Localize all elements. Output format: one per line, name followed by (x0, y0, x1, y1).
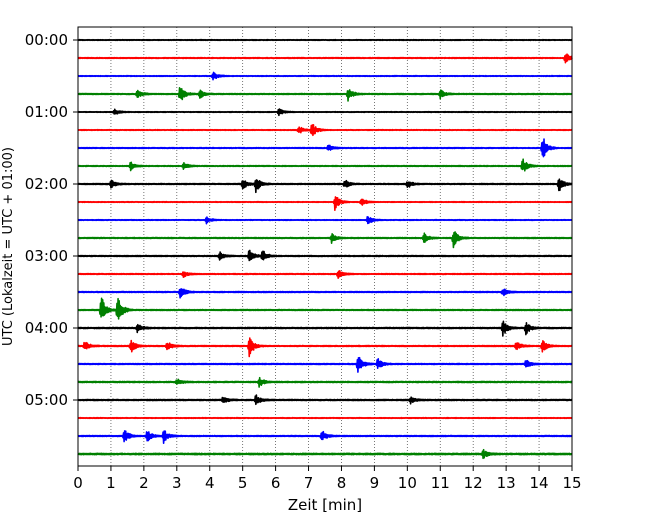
x-tick-label: 12 (464, 474, 483, 492)
trace-line (77, 196, 573, 212)
plot-frame (77, 26, 573, 467)
trace-line (77, 216, 573, 225)
x-tick-label: 1 (106, 474, 116, 492)
trace-line (77, 430, 573, 445)
trace-line (77, 53, 573, 64)
trace-line (77, 108, 573, 117)
x-axis-label: Zeit [min] (288, 496, 362, 514)
y-axis-label: UTC (Lokalzeit = UTC + 01:00) (1, 147, 16, 346)
trace-line (77, 38, 573, 42)
x-tick-label: 6 (271, 474, 281, 492)
x-tick-label: 11 (431, 474, 450, 492)
trace-line (77, 356, 573, 373)
y-tick-label: 00:00 (25, 31, 68, 49)
trace-line (77, 394, 573, 406)
trace-line (77, 320, 573, 337)
x-tick-label: 4 (205, 474, 215, 492)
y-tick-label: 01:00 (25, 103, 68, 121)
vertical-grid (110, 27, 540, 466)
trace-line (77, 178, 573, 194)
trace-line (77, 138, 573, 158)
x-tick-label: 2 (139, 474, 149, 492)
trace-line (77, 270, 573, 280)
x-tick-label: 5 (238, 474, 248, 492)
trace-line (77, 124, 573, 137)
trace-group (77, 38, 573, 460)
trace-line (77, 416, 573, 420)
x-tick-label: 10 (398, 474, 417, 492)
x-tick-label: 0 (73, 474, 83, 492)
x-tick-label: 7 (304, 474, 314, 492)
trace-line (77, 337, 573, 358)
trace-line (77, 249, 573, 262)
x-tick-label: 3 (172, 474, 182, 492)
y-tick-label: 02:00 (25, 175, 68, 193)
y-tick-label: 05:00 (25, 391, 68, 409)
y-tick-label: 03:00 (25, 247, 68, 265)
trace-line (77, 376, 573, 388)
trace-line (77, 71, 573, 81)
trace-line (77, 158, 573, 172)
x-tick-label: 15 (562, 474, 581, 492)
x-tick-label: 13 (497, 474, 516, 492)
y-axis-ticks: 00:00 01:00 02:00 03:00 04:00 05:00 (25, 31, 78, 409)
y-tick-label: 04:00 (25, 319, 68, 337)
x-tick-label: 8 (337, 474, 347, 492)
trace-line (77, 231, 573, 249)
x-tick-label: 9 (370, 474, 380, 492)
x-axis-ticks: 0 1 2 3 4 5 6 7 8 9 10 11 12 13 14 15 (73, 466, 582, 492)
trace-line (77, 448, 573, 460)
x-tick-label: 14 (530, 474, 549, 492)
trace-line (77, 297, 573, 320)
trace-line (77, 288, 573, 299)
trace-line (77, 87, 573, 102)
